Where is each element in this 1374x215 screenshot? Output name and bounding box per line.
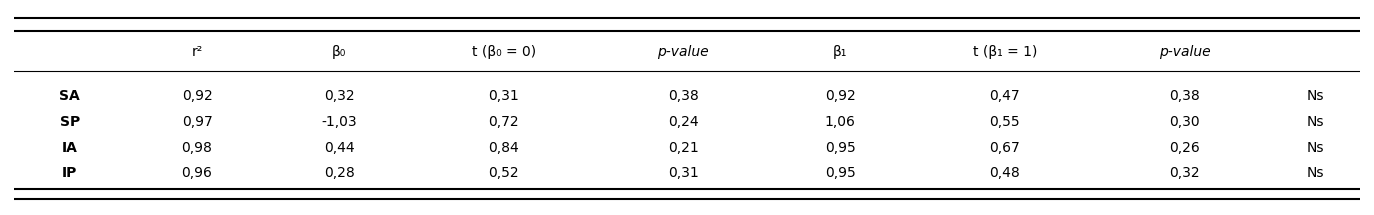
Text: Ns: Ns bbox=[1307, 115, 1325, 129]
Text: 0,48: 0,48 bbox=[989, 166, 1021, 180]
Text: 0,21: 0,21 bbox=[668, 141, 698, 155]
Text: r²: r² bbox=[191, 45, 202, 59]
Text: 0,92: 0,92 bbox=[824, 89, 856, 103]
Text: 0,97: 0,97 bbox=[181, 115, 213, 129]
Text: Ns: Ns bbox=[1307, 141, 1325, 155]
Text: SP: SP bbox=[59, 115, 80, 129]
Text: 0,44: 0,44 bbox=[324, 141, 354, 155]
Text: 0,84: 0,84 bbox=[488, 141, 519, 155]
Text: IP: IP bbox=[62, 166, 77, 180]
Text: Ns: Ns bbox=[1307, 166, 1325, 180]
Text: 0,92: 0,92 bbox=[181, 89, 213, 103]
Text: IA: IA bbox=[62, 141, 78, 155]
Text: 0,28: 0,28 bbox=[324, 166, 354, 180]
Text: p-value: p-value bbox=[1158, 45, 1210, 59]
Text: 0,95: 0,95 bbox=[824, 166, 856, 180]
Text: β₀: β₀ bbox=[333, 45, 346, 59]
Text: 0,95: 0,95 bbox=[824, 141, 856, 155]
Text: Ns: Ns bbox=[1307, 89, 1325, 103]
Text: t (β₀ = 0): t (β₀ = 0) bbox=[471, 45, 536, 59]
Text: t (β₁ = 1): t (β₁ = 1) bbox=[973, 45, 1037, 59]
Text: 0,32: 0,32 bbox=[1169, 166, 1200, 180]
Text: 0,32: 0,32 bbox=[324, 89, 354, 103]
Text: p-value: p-value bbox=[657, 45, 709, 59]
Text: 0,30: 0,30 bbox=[1169, 115, 1200, 129]
Text: 0,38: 0,38 bbox=[1169, 89, 1200, 103]
Text: 0,47: 0,47 bbox=[989, 89, 1021, 103]
Text: 0,31: 0,31 bbox=[488, 89, 519, 103]
Text: 0,52: 0,52 bbox=[488, 166, 519, 180]
Text: 0,67: 0,67 bbox=[989, 141, 1021, 155]
Text: 0,98: 0,98 bbox=[181, 141, 213, 155]
Text: 0,31: 0,31 bbox=[668, 166, 698, 180]
Text: 0,24: 0,24 bbox=[668, 115, 698, 129]
Text: SA: SA bbox=[59, 89, 80, 103]
Text: -1,03: -1,03 bbox=[322, 115, 357, 129]
Text: 0,72: 0,72 bbox=[488, 115, 519, 129]
Text: 0,38: 0,38 bbox=[668, 89, 698, 103]
Text: 0,96: 0,96 bbox=[181, 166, 213, 180]
Text: 0,55: 0,55 bbox=[989, 115, 1021, 129]
Text: β₁: β₁ bbox=[833, 45, 848, 59]
Text: 0,26: 0,26 bbox=[1169, 141, 1200, 155]
Text: 1,06: 1,06 bbox=[824, 115, 856, 129]
